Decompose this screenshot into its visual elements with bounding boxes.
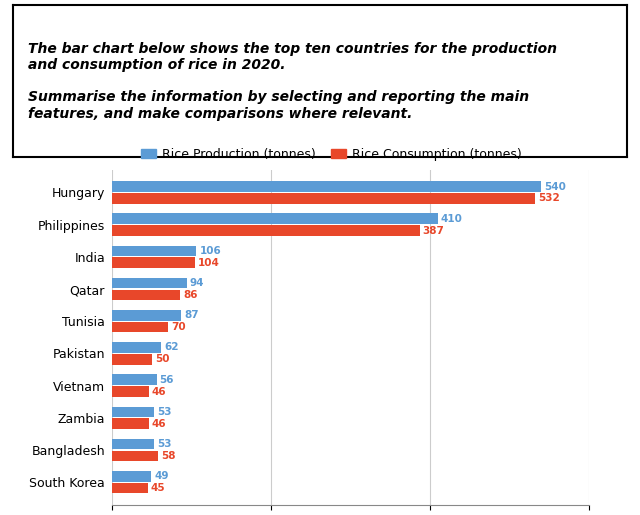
- Bar: [112, 451, 158, 461]
- Text: 49: 49: [154, 471, 168, 481]
- Bar: [112, 246, 196, 256]
- Text: The bar chart below shows the top ten countries for the production
and consumpti: The bar chart below shows the top ten co…: [28, 42, 557, 121]
- Text: 53: 53: [157, 407, 172, 417]
- Text: 104: 104: [198, 258, 220, 268]
- Bar: [112, 258, 195, 268]
- Bar: [112, 225, 420, 236]
- Text: 86: 86: [184, 290, 198, 300]
- Text: 46: 46: [152, 387, 166, 397]
- Bar: [112, 418, 148, 429]
- Bar: [112, 374, 157, 385]
- Bar: [112, 386, 148, 397]
- Bar: [112, 213, 438, 224]
- Bar: [112, 181, 541, 192]
- Text: 532: 532: [538, 194, 560, 203]
- Bar: [112, 471, 151, 482]
- Text: 106: 106: [200, 246, 221, 256]
- Bar: [112, 483, 148, 493]
- Text: 46: 46: [152, 419, 166, 429]
- Text: 387: 387: [422, 226, 445, 236]
- Bar: [112, 406, 154, 417]
- Text: 94: 94: [190, 278, 204, 288]
- Legend: Rice Production (tonnes), Rice Consumption (tonnes): Rice Production (tonnes), Rice Consumpti…: [136, 143, 527, 166]
- Bar: [112, 322, 168, 333]
- Bar: [112, 310, 181, 320]
- Text: 410: 410: [441, 214, 463, 224]
- Bar: [112, 193, 535, 204]
- Bar: [112, 289, 180, 300]
- Text: 58: 58: [161, 451, 176, 461]
- Text: 87: 87: [184, 310, 199, 320]
- Text: 45: 45: [151, 483, 166, 493]
- Bar: [112, 278, 187, 288]
- Text: 56: 56: [160, 374, 174, 385]
- Text: 62: 62: [164, 342, 179, 352]
- Text: 53: 53: [157, 439, 172, 449]
- Text: 50: 50: [155, 354, 170, 365]
- Bar: [112, 439, 154, 449]
- Text: 70: 70: [171, 322, 186, 332]
- Text: 540: 540: [544, 181, 566, 192]
- Bar: [112, 354, 152, 365]
- Bar: [112, 342, 161, 353]
